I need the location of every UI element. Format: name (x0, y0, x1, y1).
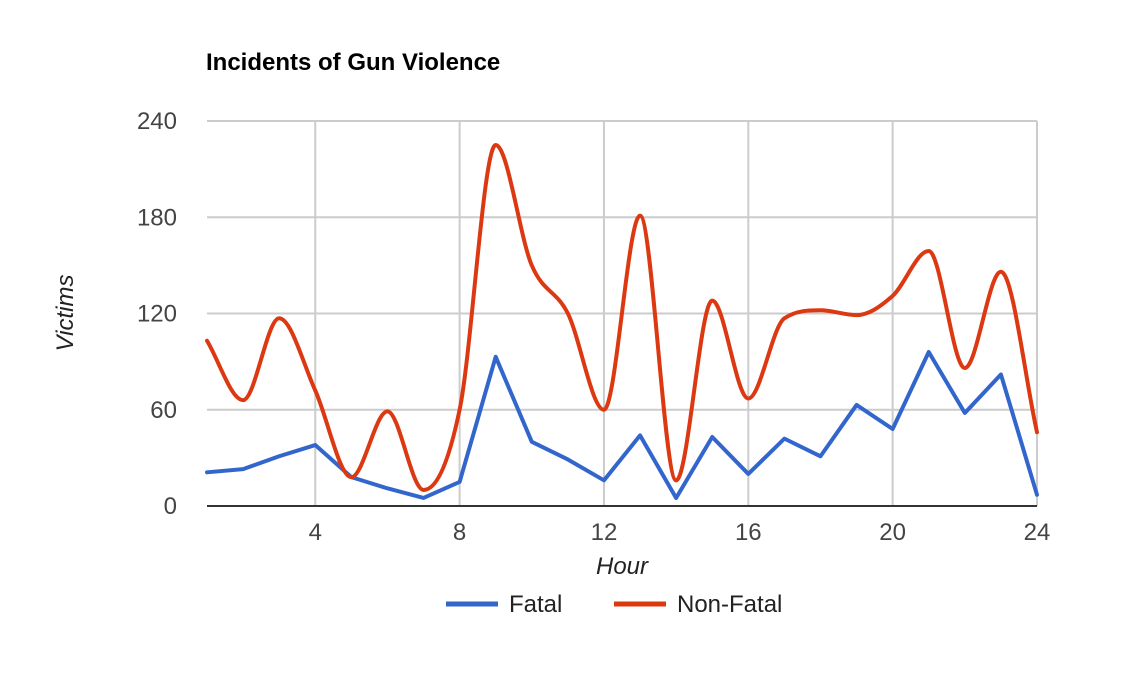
series-lines (205, 143, 1039, 500)
y-tick-label: 240 (137, 108, 177, 135)
x-tick-label: 20 (879, 519, 906, 546)
legend-label-non-fatal: Non-Fatal (677, 591, 782, 618)
x-tick-label: 16 (735, 519, 762, 546)
x-tick-label: 8 (453, 519, 466, 546)
y-tick-label: 120 (137, 301, 177, 328)
legend-label-fatal: Fatal (509, 591, 562, 618)
series-line-non-fatal (205, 143, 1039, 492)
x-tick-label: 24 (1024, 519, 1051, 546)
y-tick-label: 180 (137, 204, 177, 231)
tick-labels: 0 60 120 180 240 4 8 12 16 20 24 (137, 108, 1050, 546)
y-axis-label: Victims (52, 275, 79, 352)
chart-title: Incidents of Gun Violence (206, 49, 500, 76)
x-tick-label: 4 (309, 519, 322, 546)
x-tick-label: 12 (591, 519, 618, 546)
y-tick-label: 60 (150, 397, 177, 424)
x-axis-label: Hour (596, 553, 649, 580)
legend: Fatal Non-Fatal (446, 591, 782, 618)
y-tick-label: 0 (164, 493, 177, 520)
